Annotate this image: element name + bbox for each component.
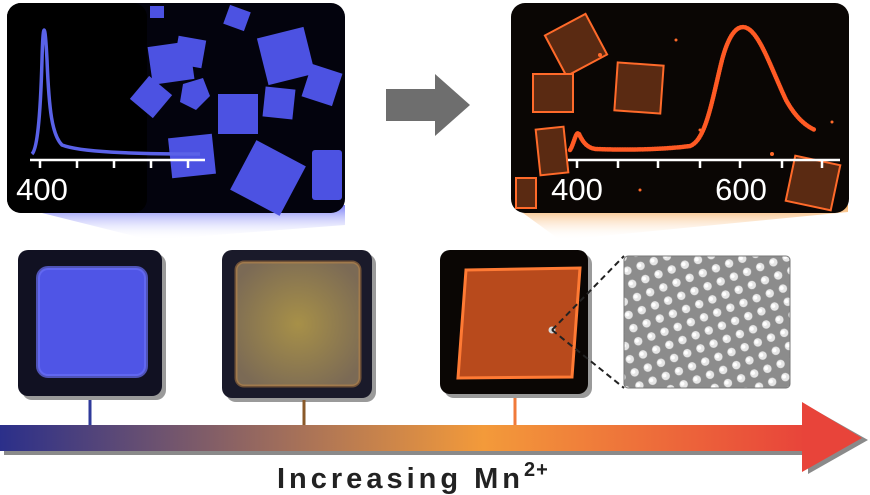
left-axis-tick-label-400: 400 — [16, 172, 68, 207]
right-specks — [598, 38, 834, 192]
left-micrograph-panel: 400 — [7, 3, 345, 240]
left-panel-glow — [10, 205, 345, 240]
right-crystals — [515, 12, 842, 212]
left-emission-spectrum — [30, 28, 201, 156]
right-micrograph-panel: 400 600 — [511, 3, 849, 240]
mixed-crystal-square — [236, 262, 360, 386]
right-axis-ticks — [575, 160, 824, 168]
blue-crystal-square — [38, 268, 146, 376]
right-axis-tick-label-400: 400 — [551, 172, 603, 207]
orange-crystal-square — [456, 266, 582, 380]
blue-crystal-tile — [18, 250, 166, 400]
left-axis-ticks — [38, 160, 190, 168]
left-crystals — [129, 4, 343, 216]
mn-gradient-arrow — [0, 398, 868, 474]
increasing-mn-label: Increasing Mn2+ — [277, 459, 549, 495]
mn-superscript: 2+ — [524, 459, 549, 481]
zoom-connector — [551, 255, 625, 389]
mixed-crystal-tile — [222, 250, 376, 402]
transformation-arrow-icon — [386, 74, 470, 136]
right-panel-glow — [512, 205, 848, 240]
lattice-image — [623, 255, 791, 389]
orange-crystal-tile — [440, 250, 592, 398]
right-axis-tick-label-600: 600 — [715, 172, 767, 207]
right-spectrum-line — [568, 25, 816, 151]
